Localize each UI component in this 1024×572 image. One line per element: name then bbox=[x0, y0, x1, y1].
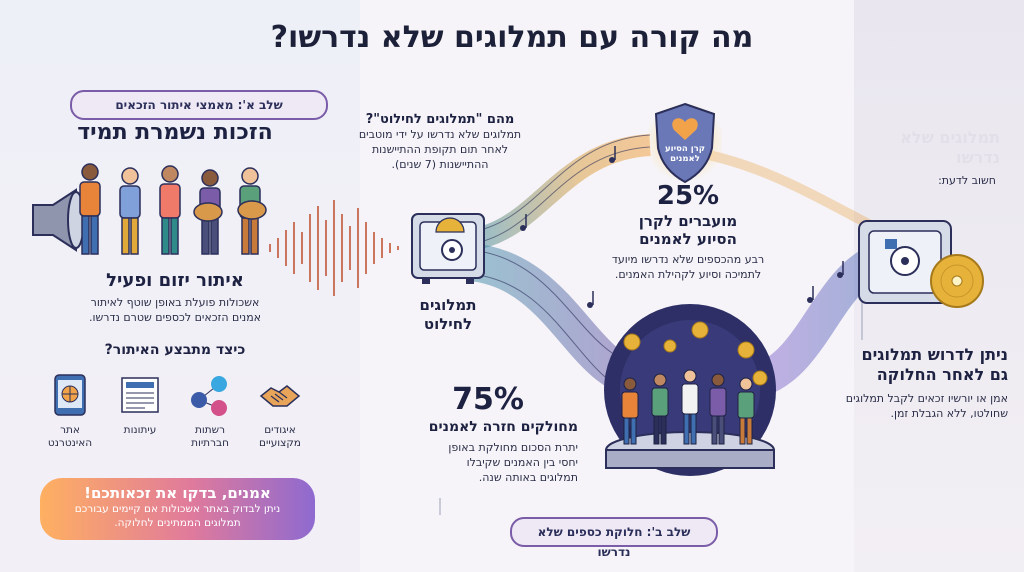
safe-with-record-icon bbox=[858, 220, 984, 308]
speaker-icon bbox=[32, 188, 85, 252]
safe-label: תמלוגים לחילוט bbox=[400, 296, 496, 334]
definition-block: מהם "תמלוגים לחילוט"? תמלוגים שלא נדרשו … bbox=[350, 112, 530, 172]
good-to-know-label: חשוב לדעת: bbox=[938, 174, 996, 187]
fund-block: 25% מועברים לקרן הסיוע לאמנים רבע מהכספי… bbox=[608, 180, 768, 282]
check-eligibility-callout[interactable]: אמנים, בדקו את זכאותכם! ניתן לבדוק באתר … bbox=[40, 478, 315, 540]
callout-line2: תמלוגים הממתינים לחלוקה. bbox=[114, 517, 241, 529]
channel-label-4b: האינטרנט bbox=[47, 437, 93, 449]
claim-line1: אמן או יורשיו זכאים לקבל תמלוגים bbox=[845, 392, 1008, 405]
channel-label-4a: אתר bbox=[60, 424, 80, 436]
channel-label-3a: עיתונות bbox=[123, 424, 157, 436]
active-search-line2: אמנים הזכאים לכספים שטרם נדרשו. bbox=[88, 311, 262, 324]
safe-label-line2: לחילוט bbox=[423, 315, 473, 333]
callout-line1: ניתן לבדוק באתר אשכולות אם קיימים עבורכם bbox=[74, 503, 281, 515]
fund-heading2: הסיוע לאמנים bbox=[639, 230, 737, 248]
channel-professional-unions: איגודים מקצועיים bbox=[252, 372, 308, 450]
artists-block: 75% מחולקים חזרה לאמנים יתרת הסכום מחולק… bbox=[398, 382, 578, 485]
stage-a-label: שלב א': מאמצי איתור הזכאים bbox=[70, 90, 328, 120]
safe-label-line1: תמלוגים bbox=[419, 296, 477, 314]
claim-heading2: גם לאחר החלוקה bbox=[876, 365, 1008, 384]
fund-line2: לתמיכה וסיוע לקהילת האמנים. bbox=[614, 268, 762, 281]
rights-heading: הזכות נשמרת תמיד bbox=[77, 120, 273, 145]
claim-block: ניתן לדרוש תמלוגים גם לאחר החלוקה אמן או… bbox=[818, 345, 1008, 421]
website-icon bbox=[47, 372, 93, 418]
definition-line1: תמלוגים שלא נדרשו על ידי מוטבים bbox=[358, 128, 522, 141]
channel-label-1a: איגודים bbox=[264, 424, 296, 436]
social-media-icon bbox=[187, 372, 233, 418]
definition-line3: ההתיישנות (7 שנים). bbox=[391, 158, 489, 171]
channel-label-1b: מקצועיים bbox=[259, 437, 301, 449]
fund-percent: 25% bbox=[656, 181, 720, 211]
shield-label: קרן הסיוע לאמנים bbox=[656, 144, 714, 164]
performers-illustration bbox=[79, 163, 267, 255]
shield-icon bbox=[648, 102, 722, 184]
artists-percent: 75% bbox=[452, 382, 524, 417]
shield-label-line1: קרן bbox=[690, 144, 705, 154]
artists-line1: יתרת הסכום מחולקת באופן bbox=[448, 441, 578, 454]
page-title: מה קורה עם תמלוגים שלא נדרשו? bbox=[270, 20, 754, 55]
artists-stage-illustration bbox=[604, 304, 776, 476]
channel-website: אתר האינטרנט bbox=[42, 372, 98, 450]
artists-line3: תמלוגים באותה שנה. bbox=[478, 471, 578, 484]
artists-heading: מחולקים חזרה לאמנים bbox=[428, 419, 578, 435]
fund-line1: רבע מהכספים שלא נדרשו מיועד bbox=[611, 253, 765, 266]
newspaper-icon bbox=[117, 372, 163, 418]
active-search-body: אשכולות פועלת באופן שוטף לאיתור אמנים הז… bbox=[40, 295, 310, 325]
shield-label-line3: לאמנים bbox=[670, 154, 700, 164]
fund-heading1: מועברים לקרן bbox=[638, 212, 738, 230]
sound-wave bbox=[269, 200, 399, 296]
shield-label-line2: הסיוע bbox=[665, 144, 688, 154]
active-search-heading: איתור יזום ופעיל bbox=[106, 270, 244, 291]
active-search-line1: אשכולות פועלת באופן שוטף לאיתור bbox=[90, 296, 260, 309]
definition-heading: מהם "תמלוגים לחילוט"? bbox=[365, 112, 515, 127]
channel-press: עיתונות bbox=[112, 372, 168, 437]
channel-label-2a: רשתות bbox=[194, 424, 226, 436]
safe-icon bbox=[411, 213, 485, 284]
claim-line2: שחולטו, ללא הגבלת זמן. bbox=[890, 407, 1008, 420]
channel-social-networks: רשתות חברתיות bbox=[182, 372, 238, 450]
stage-b-label: שלב ב': חלוקת כספים שלא נדרשו bbox=[510, 517, 718, 559]
artists-line2: יחסי בין האמנים שקיבלו bbox=[466, 456, 578, 469]
music-notes bbox=[520, 146, 844, 308]
channel-label-2b: חברתיות bbox=[191, 437, 229, 449]
faded-right-text: תמלוגים שלא נדרשו bbox=[900, 128, 1000, 167]
definition-line2: לאחר תום תקופת ההתיישנות bbox=[371, 143, 509, 156]
how-heading: כיצד מתבצע האיתור? bbox=[104, 342, 246, 358]
handshake-icon bbox=[257, 372, 303, 418]
callout-heading: אמנים, בדקו את זכאותכם! bbox=[84, 484, 271, 502]
claim-heading1: ניתן לדרוש תמלוגים bbox=[861, 345, 1008, 364]
